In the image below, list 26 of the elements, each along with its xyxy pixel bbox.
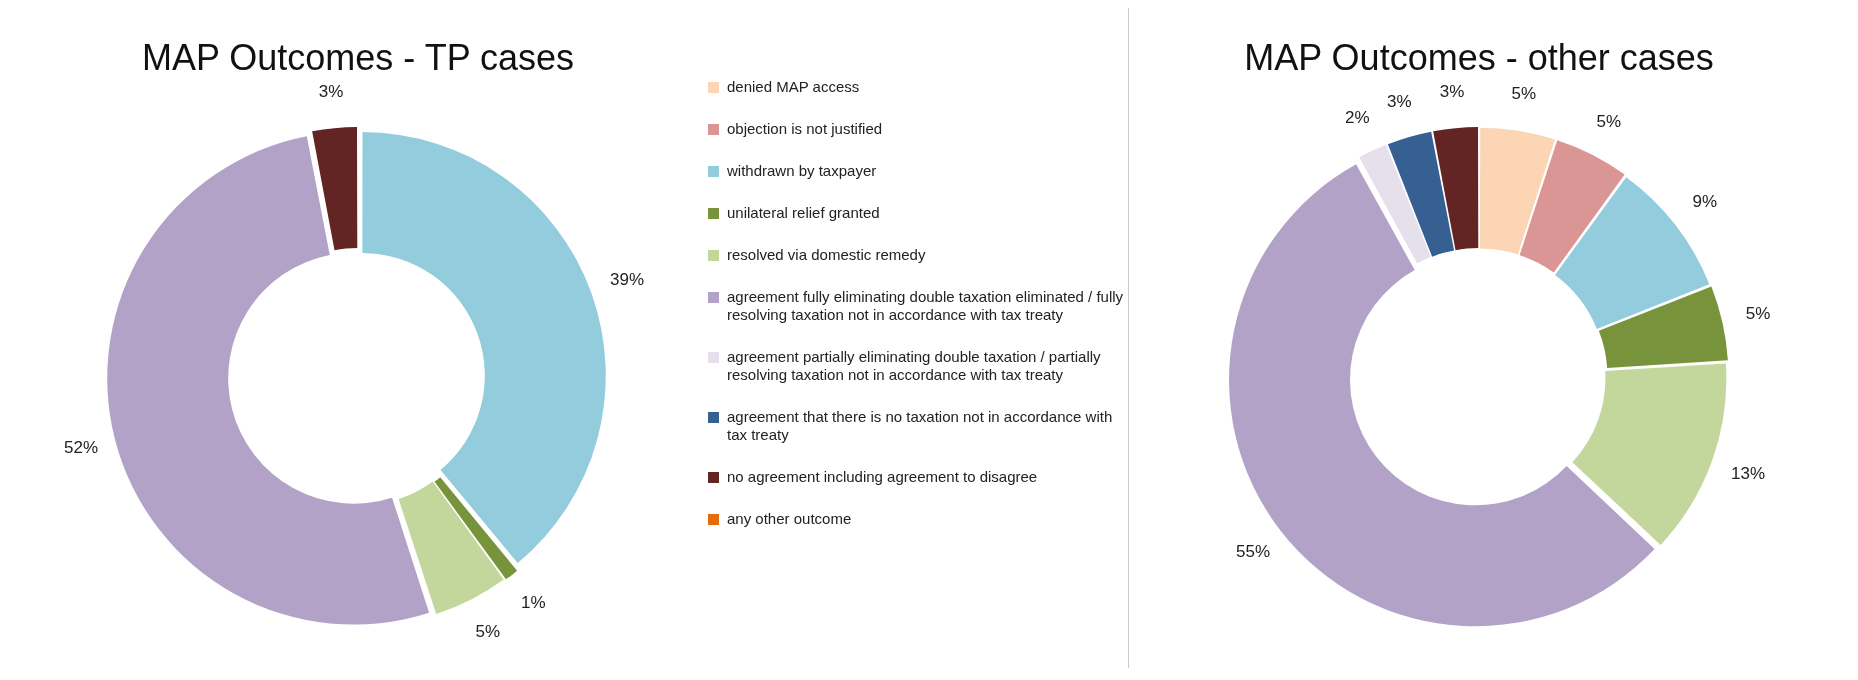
legend-label: objection is not justified — [727, 120, 883, 138]
data-label: 3% — [1439, 82, 1465, 102]
chart-title: MAP Outcomes - other cases — [1244, 36, 1714, 78]
data-label: 1% — [520, 592, 546, 612]
chart-title: MAP Outcomes - TP cases — [141, 36, 575, 78]
data-label: 3% — [318, 82, 344, 102]
data-label: 52% — [64, 437, 99, 457]
legend-label: unilateral relief granted — [727, 204, 880, 222]
data-label: 5% — [1511, 84, 1537, 104]
legend-label: agreement partially eliminating double taxation / partially resolving taxation not in accordance with tax treaty — [727, 348, 1102, 384]
data-label: 5% — [1596, 112, 1622, 132]
data-label: 2% — [1344, 108, 1370, 128]
data-label: 5% — [1745, 304, 1771, 324]
legend-label: withdrawn by taxpayer — [727, 162, 877, 180]
legend-label: any other outcome — [727, 510, 852, 528]
data-label: 5% — [475, 621, 501, 641]
legend-label: agreement that there is no taxation not in accordance with tax treaty — [727, 408, 1114, 444]
data-label: 55% — [1236, 542, 1271, 562]
data-label: 13% — [1730, 463, 1766, 483]
legend-label: denied MAP access — [727, 78, 860, 96]
data-label: 39% — [609, 269, 645, 289]
legend-label: no agreement including agreement to disagree — [727, 468, 1038, 486]
data-label: 3% — [1386, 92, 1412, 112]
data-label: 9% — [1692, 191, 1718, 211]
legend-label: agreement fully eliminating double taxation eliminated / fully resolving taxation not in accordance with tax treaty — [727, 288, 1125, 324]
legend-label: resolved via domestic remedy — [727, 246, 926, 264]
